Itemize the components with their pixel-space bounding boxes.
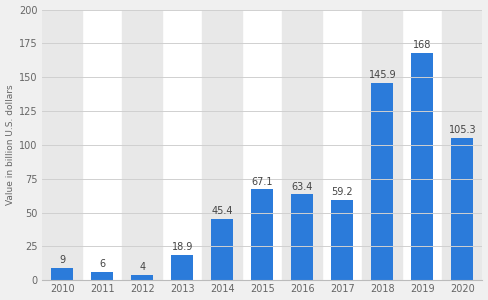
Text: 4: 4 — [139, 262, 145, 272]
Text: 59.2: 59.2 — [331, 188, 353, 197]
Bar — [451, 138, 473, 280]
Bar — [42, 10, 82, 280]
Bar — [283, 10, 323, 280]
Bar — [411, 53, 433, 280]
Bar — [331, 200, 353, 280]
Text: 18.9: 18.9 — [172, 242, 193, 252]
Text: 105.3: 105.3 — [448, 125, 476, 135]
Text: 9: 9 — [59, 255, 65, 266]
Text: 67.1: 67.1 — [252, 177, 273, 187]
Bar — [291, 194, 313, 280]
Bar — [363, 10, 403, 280]
Bar — [51, 268, 73, 280]
Text: 63.4: 63.4 — [292, 182, 313, 192]
Bar — [171, 255, 193, 280]
Bar — [371, 83, 393, 280]
Bar — [91, 272, 113, 280]
Y-axis label: Value in billion U.S. dollars: Value in billion U.S. dollars — [5, 85, 15, 205]
Text: 6: 6 — [99, 260, 105, 269]
Bar — [443, 10, 483, 280]
Bar — [251, 190, 273, 280]
Bar — [211, 219, 233, 280]
Text: 145.9: 145.9 — [368, 70, 396, 80]
Bar — [203, 10, 243, 280]
Text: 168: 168 — [413, 40, 431, 50]
Text: 45.4: 45.4 — [212, 206, 233, 216]
Bar — [122, 10, 163, 280]
Bar — [131, 275, 153, 280]
